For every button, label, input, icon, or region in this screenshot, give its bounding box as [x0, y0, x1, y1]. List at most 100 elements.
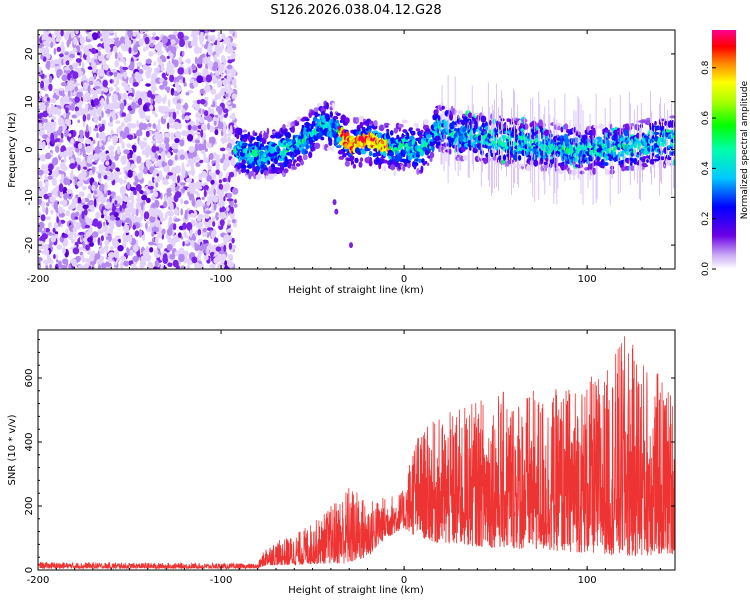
noise-blob — [91, 166, 96, 175]
noise-blob — [203, 157, 209, 163]
noise-blob — [48, 260, 54, 264]
noise-blob — [52, 94, 57, 99]
noise-blob — [228, 128, 233, 135]
noise-blob — [157, 118, 161, 127]
noise-blob — [141, 145, 144, 150]
noise-blob — [68, 133, 72, 138]
noise-blob — [76, 203, 83, 212]
noise-blob — [91, 32, 99, 40]
noise-blob — [47, 192, 52, 197]
signal-blob — [273, 173, 277, 177]
signal-blob — [284, 128, 288, 133]
noise-blob — [213, 257, 219, 264]
noise-blob — [167, 99, 171, 108]
spectrogram-ylabel: Frequency (Hz) — [7, 112, 18, 188]
noise-blob — [198, 159, 204, 164]
noise-blob — [105, 266, 109, 269]
spectrogram-ytick-label: 10 — [24, 95, 35, 108]
noise-blob — [225, 101, 231, 105]
noise-blob — [43, 244, 50, 248]
noise-blob — [105, 161, 110, 166]
signal-blob — [426, 162, 430, 166]
noise-blob — [61, 74, 68, 82]
noise-blob — [43, 259, 50, 264]
noise-blob — [38, 169, 44, 176]
noise-blob — [60, 190, 63, 198]
noise-blob — [61, 165, 68, 171]
noise-blob — [131, 73, 135, 78]
noise-blob — [48, 221, 52, 229]
noise-blob — [127, 154, 130, 160]
noise-blob — [44, 84, 48, 92]
noise-blob — [68, 264, 72, 269]
signal-blob — [540, 164, 543, 172]
noise-blob — [85, 244, 90, 251]
signal-blob — [338, 155, 345, 160]
noise-blob — [191, 63, 195, 71]
noise-blob — [87, 237, 93, 243]
noise-blob — [61, 232, 65, 237]
noise-blob — [72, 220, 77, 226]
noise-blob — [84, 224, 91, 229]
noise-blob — [175, 265, 180, 269]
noise-blob — [104, 204, 111, 209]
noise-blob — [127, 196, 133, 201]
noise-blob — [109, 150, 115, 156]
noise-blob — [206, 115, 213, 123]
noise-blob — [45, 216, 51, 220]
noise-blob — [62, 246, 66, 255]
noise-blob — [92, 237, 97, 243]
noise-blob — [87, 193, 92, 199]
noise-blob — [39, 90, 42, 98]
noise-blob — [98, 194, 101, 200]
signal-blob — [283, 151, 287, 155]
noise-blob — [152, 176, 155, 184]
noise-blob — [135, 201, 141, 211]
noise-blob — [45, 163, 48, 171]
noise-blob — [77, 142, 82, 150]
noise-blob — [139, 222, 143, 227]
noise-blob — [61, 264, 67, 269]
noise-blob — [172, 148, 179, 154]
noise-blob — [111, 94, 116, 103]
noise-blob — [194, 56, 198, 65]
noise-blob — [217, 92, 222, 100]
signal-blob — [420, 165, 424, 173]
noise-blob — [69, 163, 76, 170]
noise-blob — [98, 126, 103, 133]
noise-blob — [194, 131, 201, 135]
noise-blob — [170, 132, 175, 140]
noise-blob — [134, 142, 137, 146]
noise-blob — [234, 199, 237, 204]
noise-blob — [202, 239, 209, 244]
noise-blob — [101, 214, 105, 219]
noise-blob — [104, 240, 110, 246]
noise-blob — [100, 235, 104, 242]
noise-blob — [203, 110, 209, 117]
noise-blob — [230, 206, 235, 214]
noise-blob — [155, 146, 160, 151]
noise-blob — [105, 43, 109, 51]
noise-blob — [204, 84, 211, 93]
noise-blob — [227, 175, 231, 183]
noise-blob — [53, 168, 59, 178]
noise-blob — [180, 266, 185, 269]
signal-blob — [336, 136, 343, 143]
noise-blob — [208, 170, 212, 176]
noise-blob — [131, 123, 137, 129]
noise-blob — [110, 121, 114, 128]
noise-blob — [47, 105, 50, 114]
noise-blob — [116, 146, 121, 155]
noise-blob — [45, 206, 49, 215]
noise-blob — [150, 152, 156, 161]
noise-blob — [166, 87, 170, 94]
noise-blob — [145, 130, 150, 138]
noise-blob — [187, 264, 191, 269]
noise-blob — [213, 202, 217, 211]
noise-blob — [136, 91, 142, 96]
noise-blob — [82, 75, 87, 79]
noise-blob — [227, 261, 234, 268]
noise-blob — [196, 193, 200, 198]
noise-blob — [208, 219, 213, 223]
noise-blob — [188, 67, 191, 76]
